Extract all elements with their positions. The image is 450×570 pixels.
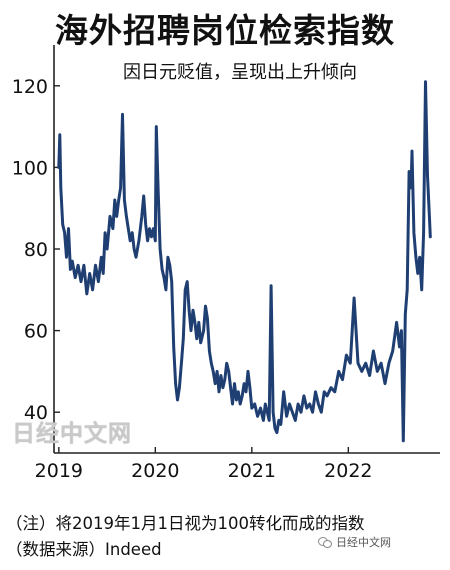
footnote: （注）将2019年1月1日视为100转化而成的指数	[6, 514, 365, 533]
watermark: 日经中文网	[12, 421, 132, 447]
x-tick-label: 2021	[228, 460, 276, 482]
y-tick-label: 40	[24, 402, 48, 424]
x-tick-label: 2019	[35, 460, 83, 482]
source-note: （数据来源）Indeed	[6, 540, 162, 559]
wechat-badge: 日经中文网	[318, 534, 391, 550]
series-line	[57, 80, 432, 443]
chart-title: 海外招聘岗位检索指数	[55, 11, 395, 50]
y-tick-label: 100	[12, 157, 48, 179]
chart-subtitle: 因日元贬值，呈现出上升倾向	[123, 62, 357, 83]
x-tick-label: 2020	[131, 460, 179, 482]
wechat-icon	[318, 536, 332, 548]
y-tick-label: 120	[12, 76, 48, 98]
y-tick-label: 60	[24, 321, 48, 343]
wechat-badge-label: 日经中文网	[336, 536, 391, 549]
y-tick-label: 80	[24, 239, 48, 261]
x-tick-label: 2022	[324, 460, 372, 482]
